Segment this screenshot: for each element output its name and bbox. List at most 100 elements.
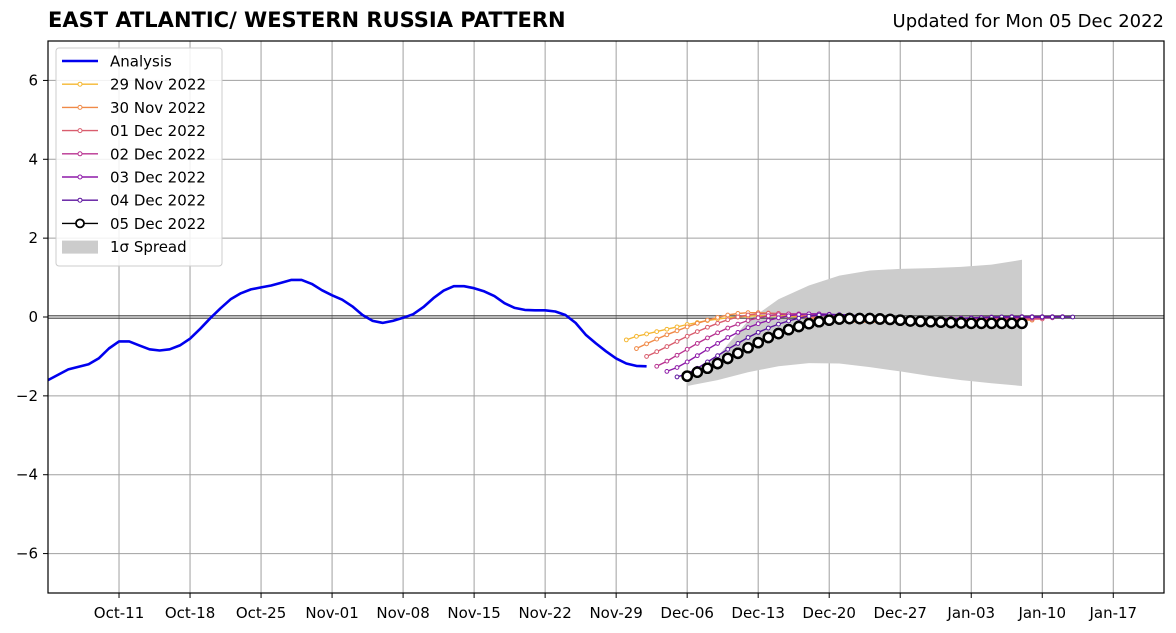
latest-forecast-point — [945, 316, 957, 329]
forecast-point — [776, 321, 781, 327]
legend-box — [55, 47, 223, 267]
forecast-point — [735, 329, 741, 335]
latest-forecast-point — [955, 317, 967, 329]
latest-forecast-point — [792, 320, 805, 333]
x-tick-label: Dec-06 — [660, 604, 714, 622]
latest-forecast-point — [924, 315, 937, 328]
forecast-point — [745, 318, 751, 323]
legend-handle-marker — [75, 218, 85, 229]
latest-forecast-point — [863, 312, 876, 325]
x-tick-label: Nov-01 — [305, 604, 358, 622]
forecast-point — [674, 328, 680, 334]
forecast-point — [755, 329, 761, 335]
x-tick-label: Dec-27 — [873, 604, 927, 622]
legend-handle-marker — [77, 104, 83, 110]
latest-forecast-point — [1006, 317, 1018, 330]
forecast-point — [705, 346, 710, 352]
forecast-point — [765, 318, 771, 323]
forecast-point — [664, 358, 670, 364]
forecast-point — [674, 352, 680, 358]
forecast-point — [664, 326, 670, 332]
forecast-point — [715, 314, 720, 320]
forecast-point — [684, 359, 690, 365]
forecast-point — [654, 336, 660, 342]
forecast-point — [1060, 314, 1065, 320]
latest-forecast-point — [894, 314, 907, 326]
legend-label: 30 Nov 2022 — [110, 99, 206, 117]
legend-label: 04 Dec 2022 — [110, 192, 206, 210]
legend-handle-marker — [77, 151, 83, 157]
latest-forecast-point — [935, 316, 947, 328]
y-tick-label: 0 — [28, 308, 38, 326]
latest-forecast-point — [904, 315, 917, 327]
latest-forecast-point — [823, 314, 836, 326]
x-tick-label: Oct-25 — [236, 604, 286, 622]
y-tick-label: 4 — [28, 150, 38, 168]
latest-forecast-point — [975, 317, 988, 330]
latest-forecast-point — [853, 312, 866, 325]
latest-forecast-point — [813, 315, 825, 328]
forecast-point — [664, 332, 670, 338]
latest-forecast-point — [914, 315, 927, 328]
legend-label: 03 Dec 2022 — [110, 169, 206, 187]
forecast-point — [715, 330, 720, 336]
forecast-point — [745, 312, 751, 318]
forecast-point — [786, 313, 792, 319]
forecast-point — [725, 312, 731, 318]
forecast-point — [755, 315, 761, 321]
legend-label: Analysis — [110, 53, 172, 71]
legend-handle-marker — [77, 81, 83, 87]
latest-forecast-point — [782, 323, 795, 336]
x-tick-label: Nov-29 — [589, 604, 642, 622]
latest-forecast-point — [681, 370, 693, 382]
forecast-point — [654, 363, 660, 369]
forecast-point — [806, 313, 812, 319]
legend-label: 1σ Spread — [110, 238, 187, 256]
forecast-point — [694, 329, 700, 334]
forecast-point — [1070, 314, 1076, 320]
latest-forecast-point — [965, 317, 978, 330]
latest-forecast-point — [833, 313, 846, 325]
forecast-point — [684, 324, 690, 330]
forecast-point — [634, 333, 639, 339]
latest-forecast-point — [711, 357, 724, 370]
y-tick-label: −6 — [16, 545, 38, 563]
forecast-point — [674, 339, 680, 344]
grid-lines — [48, 41, 1164, 593]
updated-date: Updated for Mon 05 Dec 2022 — [892, 11, 1164, 32]
x-tick-label: Dec-20 — [802, 604, 856, 622]
forecast-point — [725, 335, 731, 340]
latest-forecast-point — [762, 331, 775, 344]
legend-label: 29 Nov 2022 — [110, 76, 206, 94]
x-tick-label: Nov-15 — [447, 604, 500, 622]
forecast-point — [654, 349, 660, 355]
forecast-point — [1039, 314, 1045, 320]
x-tick-label: Nov-08 — [376, 604, 429, 622]
legend-label: 05 Dec 2022 — [110, 215, 206, 233]
forecast-point — [735, 321, 741, 327]
x-tick-label: Jan-03 — [946, 604, 995, 622]
latest-forecast-point — [732, 347, 744, 360]
x-tick-label: Dec-13 — [731, 604, 785, 622]
forecast-point — [634, 346, 639, 351]
forecast-point — [725, 346, 731, 352]
forecast-point — [674, 324, 680, 330]
forecast-point — [664, 344, 670, 349]
y-tick-label: 6 — [28, 71, 38, 89]
latest-forecast-point — [721, 352, 734, 365]
analysis-line — [47, 278, 647, 382]
forecast-point — [684, 333, 690, 339]
latest-forecast-point — [1016, 317, 1028, 330]
legend-handle-marker — [77, 197, 83, 203]
latest-forecast-point — [985, 317, 998, 330]
forecast-point — [1050, 314, 1055, 320]
forecast-point — [694, 341, 700, 346]
latest-forecast-point — [772, 327, 785, 340]
latest-forecast-point — [701, 362, 714, 375]
legend-label: 01 Dec 2022 — [110, 122, 206, 140]
forecast-point — [765, 313, 771, 319]
legend-handle-marker — [77, 128, 83, 134]
forecast-point — [796, 315, 802, 321]
y-tick-label: 2 — [28, 229, 38, 247]
